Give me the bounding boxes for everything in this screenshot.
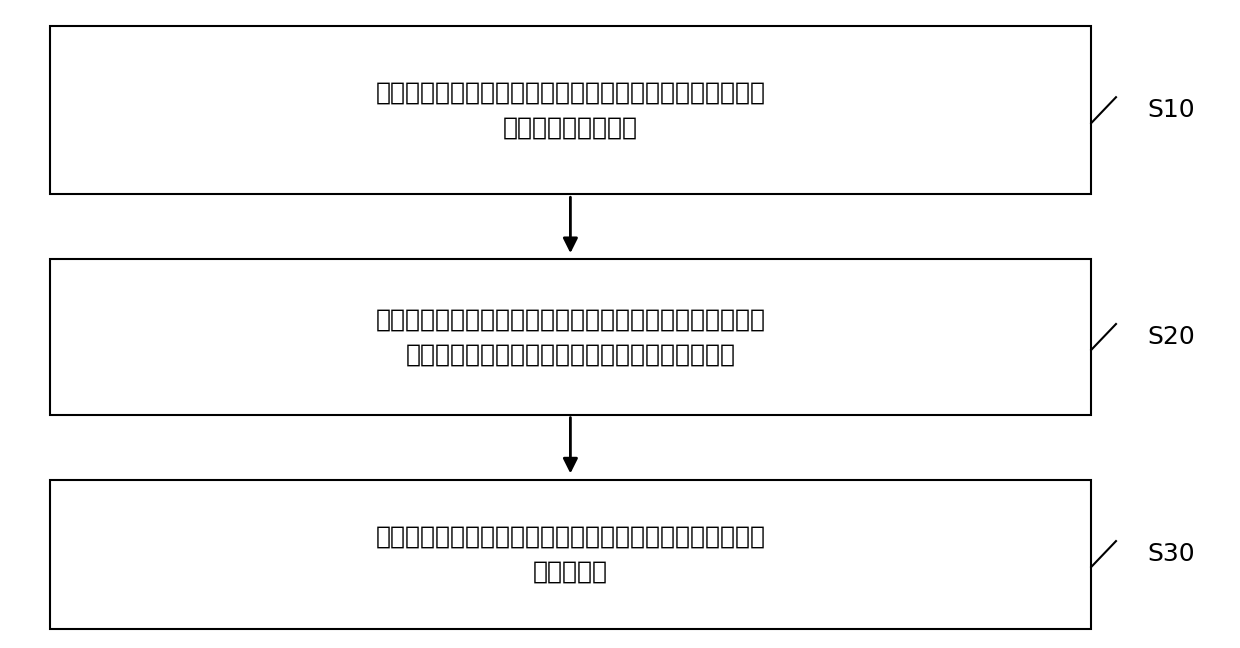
Text: 确定阵元类型门限值: 确定阵元类型门限值 <box>503 116 637 140</box>
Text: 型，其中，所述阵元类型包括平面阵元和凹面阵元: 型，其中，所述阵元类型包括平面阵元和凹面阵元 <box>405 343 735 367</box>
Text: 采用所述阵元类型的阵元，并按照基本参数制备双模态聚焦: 采用所述阵元类型的阵元，并按照基本参数制备双模态聚焦 <box>376 524 765 548</box>
FancyBboxPatch shape <box>50 259 1091 415</box>
Text: 的环阵探头: 的环阵探头 <box>533 560 608 584</box>
FancyBboxPatch shape <box>50 26 1091 194</box>
Text: S30: S30 <box>1147 542 1194 566</box>
Text: S10: S10 <box>1147 98 1194 122</box>
FancyBboxPatch shape <box>50 480 1091 629</box>
Text: 根据所述环阵类型门限值确定所需制备的环阵探头的阵元类: 根据所述环阵类型门限值确定所需制备的环阵探头的阵元类 <box>376 307 765 331</box>
Text: S20: S20 <box>1147 325 1195 349</box>
Text: 确定所需制备的环阵探头的基本参数，并根据所述基本参数: 确定所需制备的环阵探头的基本参数，并根据所述基本参数 <box>376 80 765 104</box>
